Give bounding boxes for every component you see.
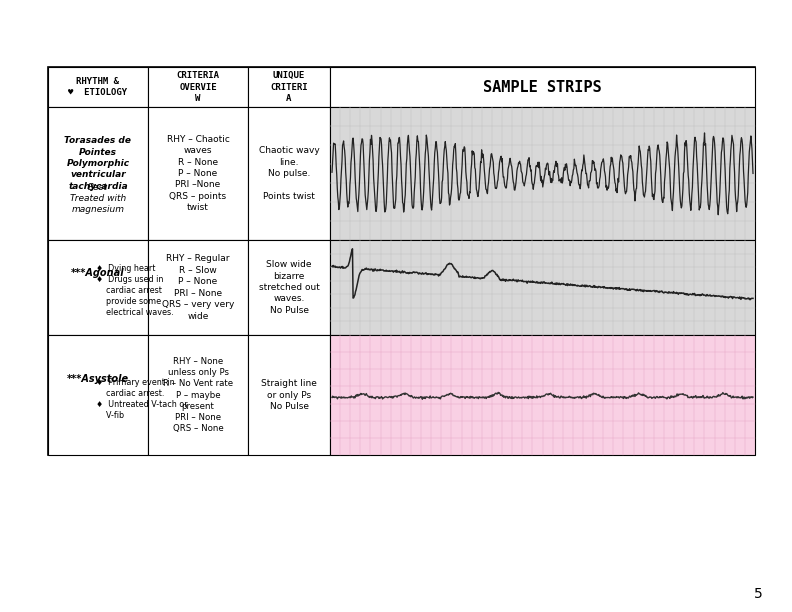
Bar [148,67,248,107]
Bar [148,335,248,455]
Text: SAMPLE STRIPS: SAMPLE STRIPS [483,80,602,94]
Text: RHY – Chaotic
waves
R – None
P – None
PRI –None
QRS – points
twist: RHY – Chaotic waves R – None P – None PR… [166,135,230,212]
Bar [330,107,755,240]
Bar [248,240,330,335]
Bar [330,240,755,335]
Text: CRITERIA
OVERVIE
W: CRITERIA OVERVIE W [177,71,219,103]
Text: ***Agonal: ***Agonal [71,269,125,278]
Text: ♦  Primary event in
    cardiac arrest.
♦  Untreated V-tach or
    V-fib: ♦ Primary event in cardiac arrest. ♦ Unt… [96,378,188,420]
Bar [48,240,148,335]
Bar [48,67,148,107]
Bar [330,335,755,455]
Text: RHY – None
unless only Ps
R – No Vent rate
P – maybe
present
PRI – None
QRS – No: RHY – None unless only Ps R – No Vent ra… [163,357,233,433]
Text: UNIQUE
CRITERI
A: UNIQUE CRITERI A [270,71,308,103]
Bar [48,67,755,455]
Text: ♦  Dying heart
♦  Drugs used in
    cardiac arrest
    provide some
    electric: ♦ Dying heart ♦ Drugs used in cardiac ar… [96,264,173,317]
Text: Straight line
or only Ps
No Pulse: Straight line or only Ps No Pulse [261,379,317,411]
Bar [148,240,248,335]
Text: Best
Treated with
magnesium: Best Treated with magnesium [70,182,126,214]
Bar [248,67,330,107]
Text: ***Asystole: ***Asystole [67,374,129,384]
Bar [330,67,755,107]
Text: 5: 5 [754,587,763,601]
Bar [248,335,330,455]
Text: RHYTHM &
♥  ETIOLOGY: RHYTHM & ♥ ETIOLOGY [68,76,128,97]
Bar [248,107,330,240]
Text: RHY – Regular
R – Slow
P – None
PRI – None
QRS – very very
wide: RHY – Regular R – Slow P – None PRI – No… [162,255,234,321]
Bar [48,335,148,455]
Text: Slow wide
bizarre
stretched out
waves.
No Pulse: Slow wide bizarre stretched out waves. N… [258,260,319,315]
Bar [48,107,148,240]
Text: Torasades de
Pointes
Polymorphic
ventricular
tachycardia: Torasades de Pointes Polymorphic ventric… [64,136,131,191]
Bar [148,107,248,240]
Text: Chaotic wavy
line.
No pulse.

Points twist: Chaotic wavy line. No pulse. Points twis… [259,146,319,201]
